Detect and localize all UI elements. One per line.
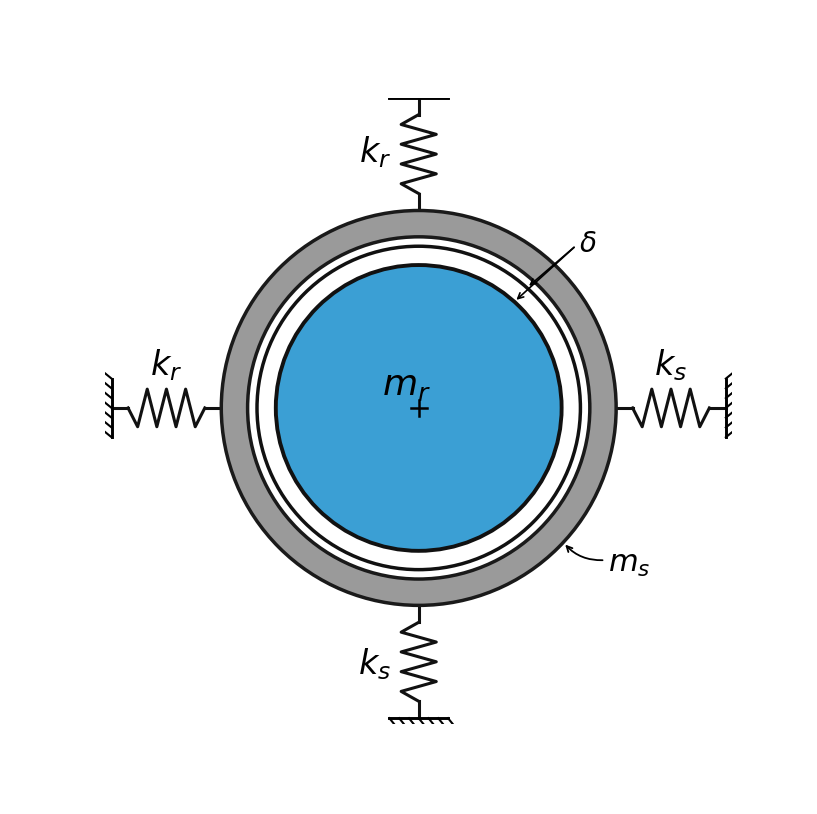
Text: $\delta$: $\delta$ (579, 230, 597, 258)
Text: $k_s$: $k_s$ (654, 348, 687, 383)
Circle shape (257, 246, 580, 570)
Text: $k_r$: $k_r$ (150, 348, 182, 383)
Circle shape (276, 265, 561, 551)
Text: $k_s$: $k_s$ (359, 646, 391, 682)
Text: $m_s$: $m_s$ (609, 548, 651, 579)
Circle shape (248, 237, 590, 579)
Text: $k_r$: $k_r$ (359, 134, 391, 169)
Text: $m_r$: $m_r$ (382, 369, 431, 403)
Circle shape (221, 211, 616, 606)
